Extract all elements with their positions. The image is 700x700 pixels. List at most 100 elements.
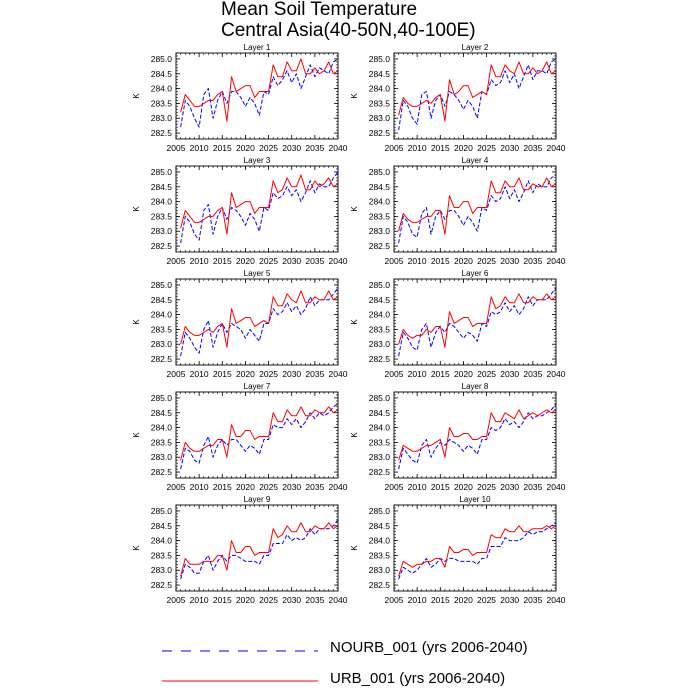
y-axis-label: K [350, 545, 359, 551]
x-tick-label: 2025 [477, 482, 496, 492]
y-tick-label: 285.0 [151, 167, 173, 177]
legend-label-urb: URB_001 (yrs 2006-2040) [330, 670, 506, 687]
panel-title: Layer 10 [459, 495, 491, 504]
y-tick-label: 284.5 [151, 295, 173, 305]
y-axis-label: K [132, 545, 141, 551]
y-tick-label: 284.0 [151, 197, 173, 207]
x-tick-label: 2020 [454, 256, 473, 266]
x-tick-label: 2025 [259, 482, 278, 492]
series-line-urb [398, 61, 557, 122]
x-tick-label: 2030 [282, 143, 301, 153]
x-tick-label: 2015 [213, 369, 232, 379]
y-tick-label: 283.5 [369, 98, 391, 108]
panel-title: Layer 6 [462, 269, 489, 278]
x-tick-label: 2030 [282, 369, 301, 379]
panel-layer-5: Layer 5 K 2005 2010 2015 2020 2025 2030 2035 2040… [132, 269, 348, 379]
x-tick-label: 2020 [236, 595, 255, 605]
plot-frame [393, 391, 557, 479]
x-tick-label: 2020 [454, 143, 473, 153]
y-tick-label: 284.0 [369, 197, 391, 207]
y-tick-label: 285.0 [151, 54, 173, 64]
x-tick-label: 2025 [477, 369, 496, 379]
y-tick-label: 284.0 [369, 423, 391, 433]
y-axis-label: K [350, 93, 359, 99]
y-axis-label: K [350, 432, 359, 438]
panel-layer-3: Layer 3 K 2005 2010 2015 2020 2025 2030 2035 2040… [132, 156, 348, 266]
y-tick-label: 283.0 [151, 339, 173, 349]
x-tick-label: 2040 [547, 482, 566, 492]
x-tick-label: 2010 [190, 143, 209, 153]
figure-title: Mean Soil Temperature [221, 0, 418, 20]
y-tick-label: 283.0 [151, 565, 173, 575]
panel-layer-6: Layer 6 K 2005 2010 2015 2020 2025 2030 2035 2040… [350, 269, 566, 379]
y-tick-label: 284.0 [151, 84, 173, 94]
x-tick-label: 2010 [408, 256, 427, 266]
figure-subtitle: Central Asia(40-50N,40-100E) [221, 20, 476, 41]
x-tick-label: 2030 [282, 256, 301, 266]
x-tick-label: 2035 [523, 256, 542, 266]
series-line-urb [398, 525, 557, 577]
plot-frame [393, 165, 557, 253]
x-tick-label: 2015 [431, 482, 450, 492]
x-tick-label: 2015 [213, 256, 232, 266]
plot-frame [175, 165, 339, 253]
series-line-nourb [180, 171, 339, 244]
plot-frame [175, 52, 339, 140]
y-tick-label: 284.5 [151, 182, 173, 192]
x-tick-label: 2015 [431, 369, 450, 379]
series-line-urb [398, 293, 557, 348]
y-tick-label: 283.0 [151, 113, 173, 123]
y-tick-label: 282.5 [151, 354, 173, 364]
panel-title: Layer 1 [244, 43, 271, 52]
x-tick-label: 2035 [523, 369, 542, 379]
x-tick-label: 2025 [477, 595, 496, 605]
y-tick-label: 283.5 [369, 211, 391, 221]
x-tick-label: 2025 [259, 256, 278, 266]
x-tick-label: 2035 [305, 256, 324, 266]
y-tick-label: 283.0 [151, 452, 173, 462]
x-tick-label: 2010 [408, 143, 427, 153]
x-tick-label: 2040 [329, 595, 348, 605]
x-tick-label: 2035 [305, 143, 324, 153]
x-tick-label: 2040 [329, 143, 348, 153]
y-tick-label: 285.0 [151, 506, 173, 516]
x-tick-label: 2030 [282, 482, 301, 492]
x-tick-label: 2005 [385, 143, 404, 153]
panel-title: Layer 9 [244, 495, 271, 504]
x-tick-label: 2015 [213, 143, 232, 153]
x-tick-label: 2020 [236, 143, 255, 153]
y-tick-label: 284.0 [151, 310, 173, 320]
x-tick-label: 2035 [305, 482, 324, 492]
panel-layer-10: Layer 10 K 2005 2010 2015 2020 2025 2030 2035 204… [350, 495, 566, 605]
panel-title: Layer 7 [244, 382, 271, 391]
y-tick-label: 282.5 [151, 580, 173, 590]
x-tick-label: 2030 [282, 595, 301, 605]
plot-frame [393, 52, 557, 140]
series-line-nourb [398, 58, 557, 131]
y-tick-label: 283.5 [369, 437, 391, 447]
x-tick-label: 2010 [190, 595, 209, 605]
y-axis-label: K [132, 432, 141, 438]
y-tick-label: 285.0 [369, 54, 391, 64]
y-tick-label: 282.5 [369, 580, 391, 590]
y-tick-label: 285.0 [369, 280, 391, 290]
series-line-urb [180, 58, 339, 122]
x-tick-label: 2040 [329, 482, 348, 492]
x-tick-label: 2015 [213, 482, 232, 492]
x-tick-label: 2020 [236, 482, 255, 492]
y-tick-label: 283.0 [369, 339, 391, 349]
y-tick-label: 283.0 [369, 226, 391, 236]
y-tick-label: 282.5 [151, 241, 173, 251]
panel-layer-4: Layer 4 K 2005 2010 2015 2020 2025 2030 2035 2040… [350, 156, 566, 266]
plot-frame [393, 504, 557, 592]
x-tick-label: 2025 [259, 369, 278, 379]
x-tick-label: 2010 [190, 256, 209, 266]
series-line-urb [180, 522, 339, 577]
x-tick-label: 2015 [431, 143, 450, 153]
y-tick-label: 282.5 [151, 467, 173, 477]
panel-layer-7: Layer 7 K 2005 2010 2015 2020 2025 2030 2035 2040… [132, 382, 348, 492]
y-tick-label: 284.0 [369, 84, 391, 94]
y-tick-label: 284.0 [369, 536, 391, 546]
